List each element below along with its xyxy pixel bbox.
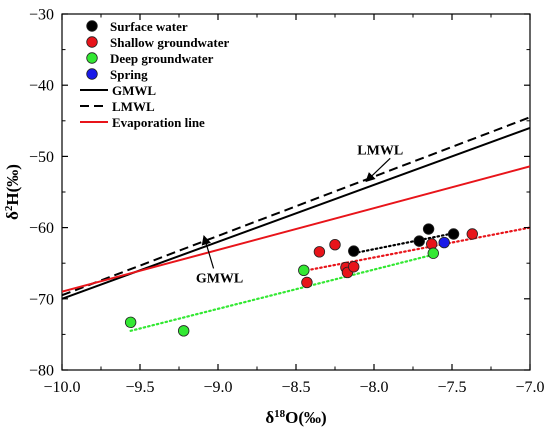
lines-layer: [62, 116, 530, 332]
legend-surface-water-marker: [86, 20, 98, 32]
legend-evaporation-line-label: Evaporation line: [112, 115, 205, 130]
data-point-surface-water: [422, 223, 435, 235]
annotation-lmwl-label: LMWL: [357, 143, 403, 158]
line-surface-water-trend: [352, 232, 455, 255]
data-point-deep-groundwater: [177, 325, 190, 337]
x-axis-title: δ18O(‰): [265, 408, 326, 427]
y-tick-label: −80: [29, 363, 54, 380]
data-point-shallow-groundwater: [426, 238, 438, 250]
legend-spring-label: Spring: [110, 67, 148, 82]
y-tick-label: −70: [29, 291, 54, 308]
x-tick-label: −8.0: [359, 379, 388, 396]
y-tick-label: −30: [29, 7, 54, 24]
annotations: LMWL GMWL: [196, 143, 403, 286]
legend-shallow-groundwater-label: Shallow groundwater: [110, 35, 230, 50]
y-tick-label: −50: [29, 149, 54, 166]
data-point-surface-water: [348, 245, 360, 257]
data-point-surface-water: [447, 228, 460, 240]
legend-spring-marker: [86, 68, 98, 80]
x-tick-label: −8.5: [281, 379, 310, 396]
line-evaporation-line: [62, 165, 530, 293]
data-point-shallow-groundwater: [301, 276, 313, 289]
y-tick-label: −60: [29, 220, 54, 237]
data-point-spring: [438, 236, 450, 249]
x-tick-label: −7.5: [437, 379, 466, 396]
x-tick-label: −7.0: [515, 379, 544, 396]
line-lmwl: [62, 116, 530, 297]
y-axis-title: δ2H(‰): [3, 164, 22, 220]
x-tick-label: −9.5: [125, 379, 154, 396]
line-deep-groundwater-trend: [129, 253, 435, 332]
data-point-surface-water: [413, 235, 425, 247]
ticks-layer: −10.0 −9.5 −9.0 −8.5 −8.0 −7.5 −7.0 −80 −70 −60 −5…: [29, 7, 545, 397]
annotation-gmwl-arrow: [201, 234, 215, 269]
legend-gmwl-label: GMWL: [112, 83, 156, 98]
data-point-shallow-groundwater: [313, 246, 326, 258]
y-tick-label: −40: [29, 78, 54, 95]
data-point-shallow-groundwater: [466, 228, 478, 240]
x-tick-label: −9.0: [203, 379, 232, 396]
legend-lmwl-label: LMWL: [112, 99, 155, 114]
x-tick-label: −10.0: [43, 379, 80, 396]
data-point-deep-groundwater: [427, 247, 439, 259]
legend-deep-groundwater-marker: [86, 52, 98, 64]
line-shallow-groundwater-trend: [305, 226, 530, 272]
annotation-lmwl-arrow: [365, 157, 391, 183]
legend-surface-water-label: Surface water: [110, 19, 188, 34]
data-point-shallow-groundwater: [348, 261, 360, 273]
data-point-shallow-groundwater: [329, 238, 341, 251]
points-layer: [124, 223, 478, 337]
data-point-deep-groundwater: [298, 264, 310, 277]
data-point-deep-groundwater: [124, 316, 137, 328]
annotation-gmwl-label: GMWL: [196, 271, 243, 286]
legend-deep-groundwater-label: Deep groundwater: [110, 51, 214, 66]
legend-shallow-groundwater-marker: [86, 36, 98, 48]
